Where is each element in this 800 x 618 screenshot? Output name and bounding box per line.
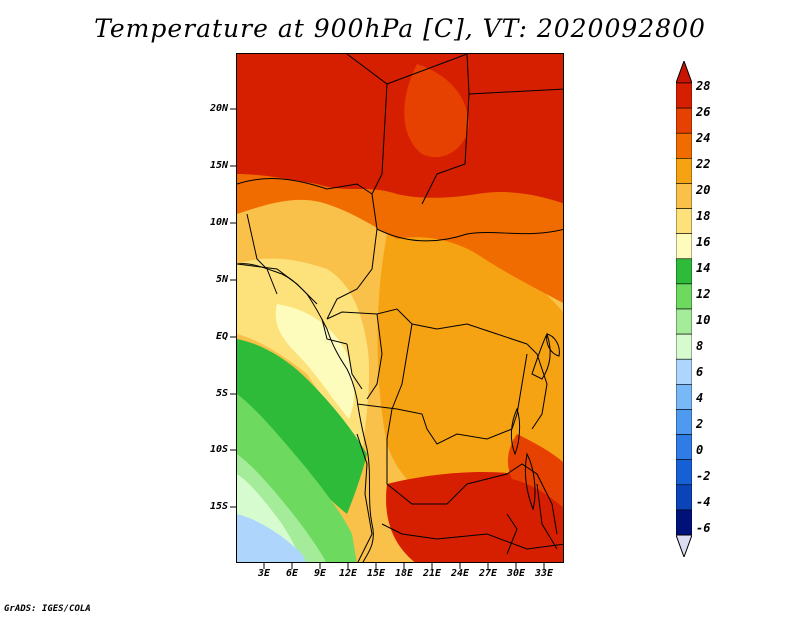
colorbar-under-triangle xyxy=(676,534,692,557)
temp-band-cool-sw xyxy=(237,479,262,507)
colorbar-segment xyxy=(676,333,692,360)
colorbar-segment xyxy=(676,132,692,159)
lon-label-15e: 15E xyxy=(366,568,386,579)
colorbar-segment xyxy=(676,258,692,285)
colorbar-segment xyxy=(676,158,692,184)
map-canvas xyxy=(237,54,563,562)
cb-label-20: 20 xyxy=(696,183,711,197)
lat-label-20n: 20N xyxy=(209,103,228,114)
temp-band-26-south xyxy=(507,434,563,508)
cb-label-8: 8 xyxy=(696,339,704,353)
colorbar-segment xyxy=(676,82,692,109)
colorbar-segment xyxy=(676,459,692,486)
colorbar-segment xyxy=(676,183,692,209)
lon-label-18e: 18E xyxy=(394,568,414,579)
lon-label-33e: 33E xyxy=(534,568,554,579)
temp-band-28-north xyxy=(237,54,563,204)
temp-band-8 xyxy=(237,514,306,562)
temp-band-28-south xyxy=(386,472,563,562)
lon-label-6e: 6E xyxy=(285,568,299,579)
temp-band-26-ne xyxy=(404,64,469,158)
lon-label-27e: 27E xyxy=(478,568,498,579)
cb-label-minus6: -6 xyxy=(696,521,711,535)
cb-label-0: 0 xyxy=(696,443,704,457)
lon-label-9e: 9E xyxy=(313,568,327,579)
temp-band-16 xyxy=(275,304,354,419)
cb-label-16: 16 xyxy=(696,235,711,249)
lat-label-5s: 5S xyxy=(215,388,228,399)
cb-label-4: 4 xyxy=(696,391,704,405)
lat-label-10s: 10S xyxy=(209,444,228,455)
coastline xyxy=(237,263,374,562)
cb-label-10: 10 xyxy=(696,313,711,327)
colorbar xyxy=(676,61,692,557)
cb-label-18: 18 xyxy=(696,209,711,223)
cb-label-6: 6 xyxy=(696,365,704,379)
lat-label-eq: EQ xyxy=(215,331,228,342)
colorbar-over-triangle xyxy=(676,61,692,84)
colorbar-segment xyxy=(676,233,692,260)
colorbar-segment xyxy=(676,107,692,134)
temp-band-14 xyxy=(237,339,367,514)
cb-label-minus2: -2 xyxy=(696,469,711,483)
cb-label-22: 22 xyxy=(696,157,711,171)
cb-label-28: 28 xyxy=(696,79,711,93)
lon-label-12e: 12E xyxy=(338,568,358,579)
lon-label-3e: 3E xyxy=(257,568,271,579)
colorbar-segment xyxy=(676,434,692,460)
cb-label-14: 14 xyxy=(696,261,711,275)
lon-label-24e: 24E xyxy=(450,568,470,579)
cb-label-minus4: -4 xyxy=(696,495,711,509)
lat-ticks xyxy=(230,108,236,508)
colorbar-segment xyxy=(676,484,692,511)
cb-label-26: 26 xyxy=(696,105,711,119)
cb-label-2: 2 xyxy=(696,417,704,431)
cb-label-12: 12 xyxy=(696,287,711,301)
temperature-map xyxy=(236,53,564,563)
colorbar-segment xyxy=(676,358,692,385)
lat-label-15s: 15S xyxy=(209,501,228,512)
lakes xyxy=(510,332,560,511)
lon-ticks xyxy=(263,563,545,569)
credit-text: GrADS: IGES/COLA xyxy=(4,604,91,614)
colorbar-segment xyxy=(676,509,692,536)
colorbar-segment xyxy=(676,308,692,335)
colorbar-segment xyxy=(676,208,692,234)
lon-label-21e: 21E xyxy=(422,568,442,579)
lon-label-30e: 30E xyxy=(506,568,526,579)
lat-label-5n: 5N xyxy=(215,274,228,285)
country-borders xyxy=(237,54,563,562)
colorbar-segment xyxy=(676,384,692,410)
lat-label-10n: 10N xyxy=(209,217,228,228)
map-title: Temperature at 900hPa [C], VT: 202009280… xyxy=(94,14,706,43)
lat-label-15n: 15N xyxy=(209,160,228,171)
colorbar-segment xyxy=(676,409,692,435)
colorbar-segment xyxy=(676,283,692,310)
cb-label-24: 24 xyxy=(696,131,711,145)
